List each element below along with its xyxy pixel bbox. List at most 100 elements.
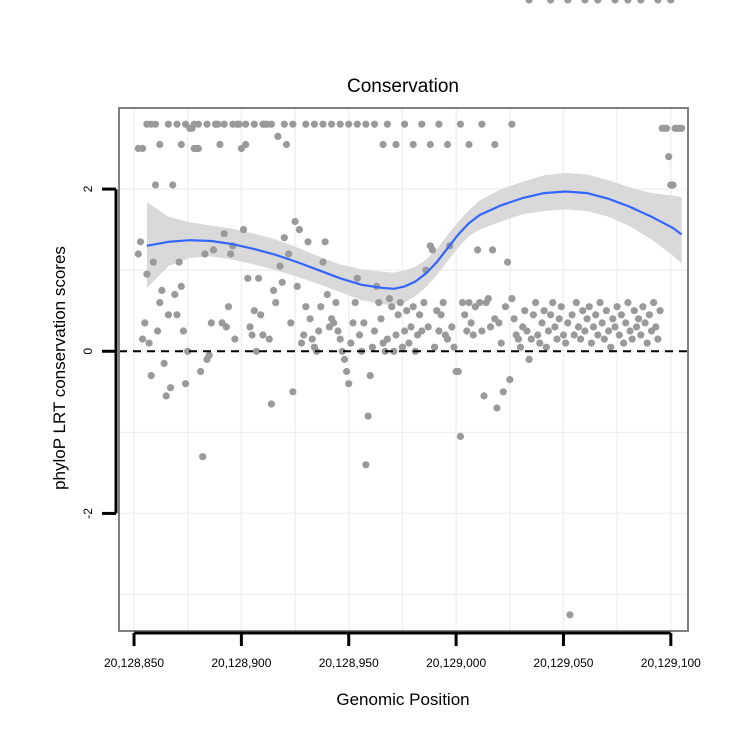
data-point <box>383 335 391 343</box>
data-point <box>431 343 439 351</box>
data-point <box>209 246 218 254</box>
data-point <box>467 319 475 327</box>
data-point <box>617 311 626 319</box>
data-point <box>250 120 258 128</box>
data-point <box>652 323 660 331</box>
y-tick-label: -2 <box>81 508 95 519</box>
chart-title: Conservation <box>347 76 459 97</box>
data-point <box>276 262 284 270</box>
data-point <box>278 278 286 286</box>
data-point <box>650 299 658 307</box>
data-point <box>508 295 516 303</box>
data-point <box>491 140 499 149</box>
data-point <box>656 307 664 315</box>
data-point <box>201 250 209 258</box>
data-point <box>272 299 280 307</box>
data-point <box>139 144 147 153</box>
data-point <box>385 295 394 303</box>
data-point <box>332 299 340 307</box>
data-point <box>136 238 145 246</box>
data-point <box>347 339 355 347</box>
data-point <box>227 250 235 258</box>
data-point <box>295 226 303 234</box>
data-point <box>143 270 151 278</box>
data-point <box>551 323 559 331</box>
data-point <box>508 120 516 128</box>
data-point <box>242 120 250 128</box>
data-point <box>611 323 619 331</box>
data-point <box>353 274 361 282</box>
data-point <box>632 323 641 331</box>
data-point <box>267 400 275 408</box>
data-point <box>495 319 503 327</box>
data-point <box>321 238 329 246</box>
data-point <box>486 323 495 331</box>
data-point <box>516 343 525 351</box>
data-point <box>308 335 316 343</box>
data-point <box>478 120 486 128</box>
data-point <box>463 327 471 335</box>
data-point <box>428 246 437 254</box>
data-point <box>654 335 662 343</box>
data-point <box>645 311 654 319</box>
x-axis-title: Genomic Position <box>336 690 469 709</box>
data-point <box>499 388 507 396</box>
data-point <box>362 120 370 128</box>
data-point <box>654 0 662 4</box>
data-point <box>542 343 550 351</box>
x-axis: 20,128,850 20,128,900 20,128,950 20,129,000… <box>104 631 701 670</box>
data-point <box>259 331 267 339</box>
data-point <box>235 120 243 128</box>
x-tick-label: 20,128,850 <box>104 656 164 670</box>
data-point <box>607 343 615 351</box>
data-point <box>418 120 426 128</box>
x-tick-label: 20,128,900 <box>211 656 271 670</box>
data-point <box>300 331 308 339</box>
data-point <box>166 384 175 392</box>
data-point <box>613 303 621 311</box>
data-point <box>420 299 428 307</box>
smooth-trend-line <box>146 190 683 290</box>
data-point <box>547 311 555 319</box>
data-point <box>141 319 149 327</box>
data-point <box>628 335 636 343</box>
data-point <box>564 319 572 327</box>
data-point <box>229 120 237 128</box>
data-point <box>194 144 202 153</box>
data-point <box>454 367 462 376</box>
data-point <box>536 339 544 347</box>
data-point <box>504 258 512 266</box>
data-point <box>197 367 205 376</box>
data-point <box>401 327 409 335</box>
data-point <box>523 327 531 335</box>
data-point <box>280 234 288 242</box>
data-point <box>669 181 677 189</box>
data-point <box>525 0 533 4</box>
data-point <box>220 230 228 238</box>
data-point <box>589 323 598 331</box>
data-point <box>476 299 484 307</box>
data-point <box>424 323 432 331</box>
data-point <box>527 335 535 343</box>
data-point <box>581 0 589 4</box>
data-point <box>594 331 602 339</box>
data-point <box>525 355 533 363</box>
data-point <box>555 315 563 323</box>
data-point <box>581 327 589 335</box>
y-tick-label: 2 <box>81 185 95 192</box>
data-point <box>620 339 628 347</box>
data-point <box>203 120 211 128</box>
data-point <box>154 327 162 335</box>
data-point <box>435 327 443 335</box>
data-point <box>343 367 351 376</box>
data-point <box>370 120 379 128</box>
data-point <box>478 327 486 335</box>
data-point <box>639 303 647 311</box>
data-point <box>529 311 538 319</box>
data-point <box>443 140 452 149</box>
data-point <box>319 120 327 128</box>
data-point <box>418 327 426 335</box>
data-point <box>184 347 192 355</box>
data-point <box>302 303 310 311</box>
data-point <box>349 319 357 327</box>
